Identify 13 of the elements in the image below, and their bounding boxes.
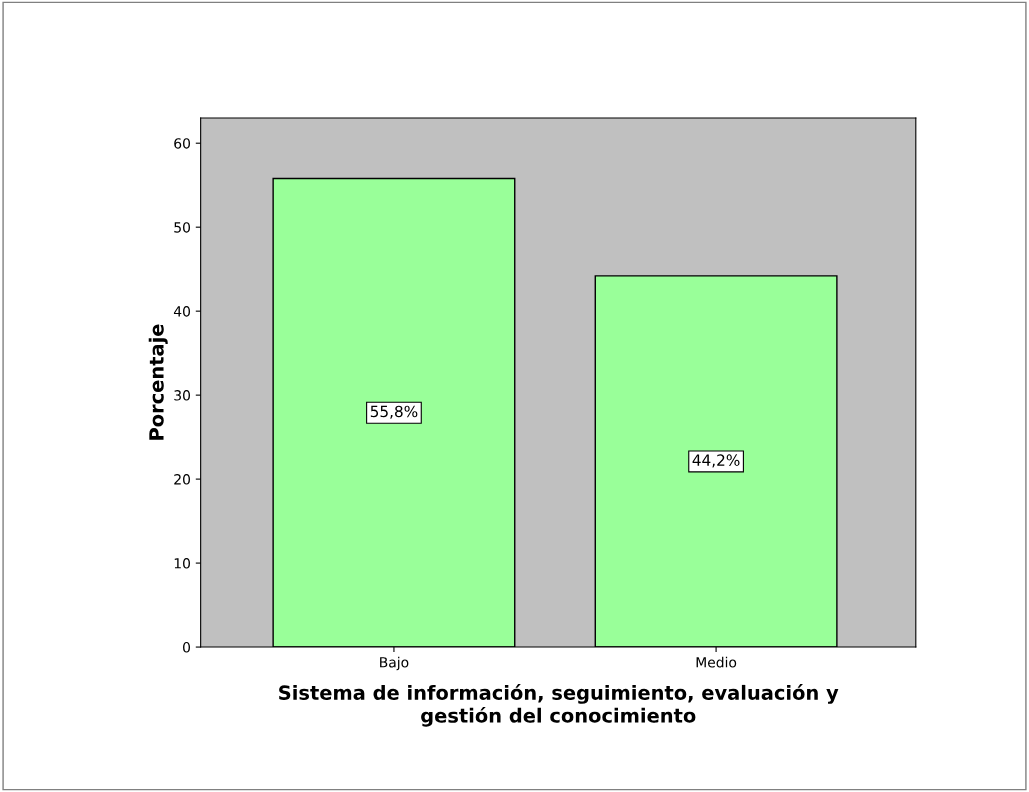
y-tick-label: 10 bbox=[174, 558, 191, 569]
y-axis-title: Porcentaje bbox=[148, 324, 168, 440]
x-tick-label: Bajo bbox=[380, 656, 409, 671]
x-axis-title: Sistema de información, seguimiento, evaluación y gestión del conocimiento bbox=[279, 684, 839, 727]
data-label: 55,8% bbox=[370, 405, 418, 419]
data-label: 44,2% bbox=[692, 454, 740, 468]
y-tick-label: 20 bbox=[174, 474, 191, 485]
y-tick-label: 50 bbox=[174, 222, 191, 233]
y-tick-label: 0 bbox=[183, 642, 191, 653]
y-tick-label: 40 bbox=[173, 306, 191, 317]
x-tick-label: Medio bbox=[696, 656, 737, 668]
y-tick-label: 30 bbox=[174, 390, 191, 401]
y-tick-label: 60 bbox=[174, 138, 191, 149]
